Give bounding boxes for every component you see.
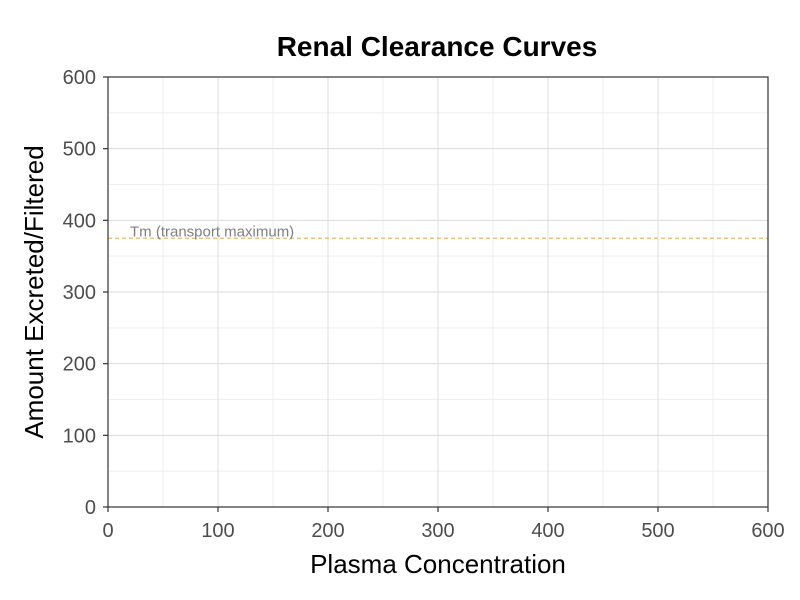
- x-axis: 0 100 200 300 400 500 600: [102, 507, 785, 542]
- y-tick-label: 500: [63, 139, 96, 161]
- x-tick-label: 100: [201, 520, 234, 542]
- y-tick-label: 400: [63, 210, 96, 232]
- x-axis-title: Plasma Concentration: [310, 549, 566, 579]
- y-tick-label: 100: [63, 425, 96, 447]
- y-tick-label: 200: [63, 354, 96, 376]
- y-axis-title: Amount Excreted/Filtered: [19, 145, 49, 438]
- x-tick-label: 500: [641, 520, 674, 542]
- x-tick-label: 400: [531, 520, 564, 542]
- x-tick-label: 200: [311, 520, 344, 542]
- x-tick-label: 0: [102, 520, 113, 542]
- y-tick-label: 300: [63, 282, 96, 304]
- y-axis: 0 100 200 300 400 500 600: [63, 67, 108, 519]
- y-tick-label: 0: [85, 497, 96, 519]
- tm-annotation: Tm (transport maximum): [130, 223, 294, 240]
- chart-marks: Tm (transport maximum): [108, 223, 768, 240]
- chart-title: Renal Clearance Curves: [277, 31, 598, 62]
- x-tick-label: 600: [751, 520, 784, 542]
- y-tick-label: 600: [63, 67, 96, 89]
- x-tick-label: 300: [421, 520, 454, 542]
- grid: [107, 76, 769, 508]
